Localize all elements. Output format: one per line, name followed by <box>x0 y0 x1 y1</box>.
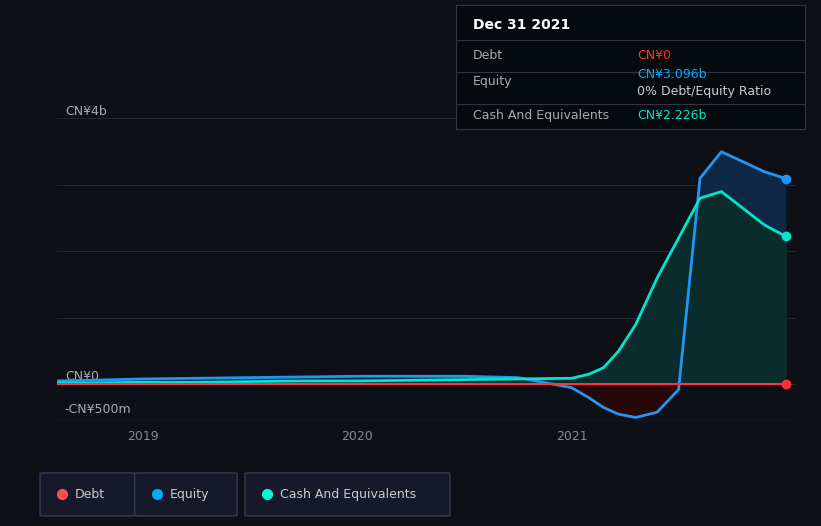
Text: Cash And Equivalents: Cash And Equivalents <box>280 488 415 501</box>
Text: CN¥0: CN¥0 <box>65 370 99 383</box>
Text: Cash And Equivalents: Cash And Equivalents <box>473 109 609 122</box>
Text: CN¥0: CN¥0 <box>637 49 671 63</box>
Text: 2020: 2020 <box>342 430 374 443</box>
Text: CN¥3.096b: CN¥3.096b <box>637 68 707 81</box>
Text: -CN¥500m: -CN¥500m <box>65 403 131 416</box>
Text: 2019: 2019 <box>127 430 159 443</box>
Text: Debt: Debt <box>75 488 105 501</box>
FancyBboxPatch shape <box>245 473 450 516</box>
Text: Debt: Debt <box>473 49 503 63</box>
FancyBboxPatch shape <box>135 473 237 516</box>
FancyBboxPatch shape <box>40 473 135 516</box>
Text: Equity: Equity <box>169 488 209 501</box>
Text: Equity: Equity <box>473 75 512 88</box>
Text: CN¥2.226b: CN¥2.226b <box>637 109 707 122</box>
Text: 2021: 2021 <box>556 430 587 443</box>
Text: Dec 31 2021: Dec 31 2021 <box>473 17 571 32</box>
Text: CN¥4b: CN¥4b <box>65 106 107 118</box>
Text: 0% Debt/Equity Ratio: 0% Debt/Equity Ratio <box>637 85 771 98</box>
